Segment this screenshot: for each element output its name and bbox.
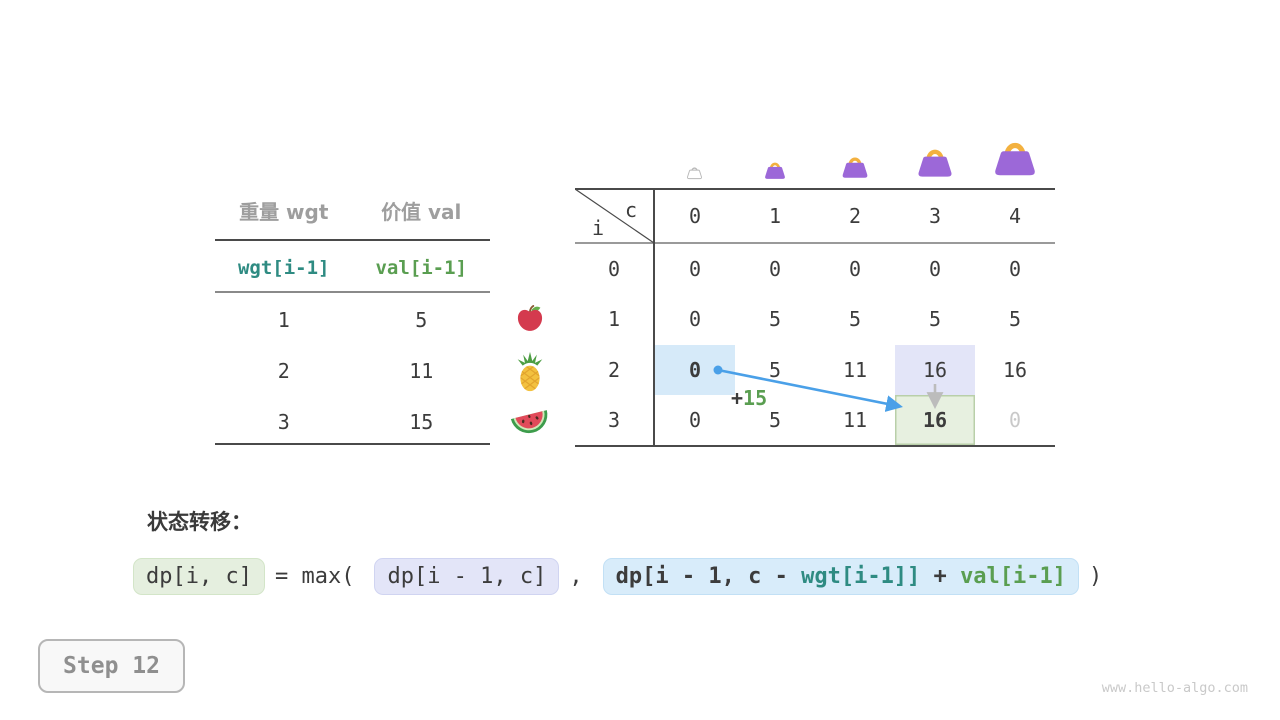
- col-header-3: 3: [928, 204, 942, 228]
- dp-bottom-rule: [575, 445, 1055, 447]
- item2-value: 11: [409, 359, 434, 383]
- take-option-prefix: dp[i - 1, c -: [615, 564, 802, 589]
- formula-comma: ,: [569, 564, 583, 589]
- dp-cell-r0-c1: 0: [768, 257, 782, 282]
- value-gain-annotation: +15: [731, 386, 767, 410]
- corner-diagonal-line: [575, 188, 655, 244]
- formula-close-paren: ): [1089, 564, 1103, 589]
- index-rule: [215, 291, 490, 293]
- transition-section-label: 状态转移：: [147, 510, 252, 534]
- val-index-label: val[i-1]: [375, 257, 467, 279]
- dp-cell-r2-c3-compare: 16: [895, 344, 975, 395]
- bag-icon-capacity-2: [840, 152, 870, 184]
- dp-cell-r1-c2: 5: [848, 307, 862, 332]
- item3-weight: 3: [277, 410, 290, 434]
- header-rule: [215, 239, 490, 241]
- dp-cell-r3-c2: 11: [842, 407, 868, 432]
- row-header-2: 2: [607, 357, 621, 382]
- dp-vertical-rule: [653, 188, 655, 447]
- capacity-variable-label: c: [625, 198, 638, 222]
- item2-weight: 2: [277, 359, 290, 383]
- item-table-index-row: wgt[i-1] val[i-1]: [215, 248, 490, 288]
- formula-take-option-chip: dp[i - 1, c - wgt[i-1]] + val[i-1]: [602, 558, 1080, 595]
- item3-value: 15: [409, 410, 434, 434]
- weight-column-header: 重量 wgt: [239, 199, 329, 224]
- bottom-rule: [215, 443, 490, 445]
- dp-cell-r3-c4-pending: 0: [1008, 407, 1022, 432]
- dp-cell-r3-c3-target: 16: [895, 394, 975, 445]
- take-option-val: val[i-1]: [960, 564, 1067, 589]
- col-header-1: 1: [768, 204, 782, 228]
- dp-cell-r3-c1: 5: [768, 407, 782, 432]
- dp-header-rule: [575, 242, 1055, 244]
- watermelon-icon: [508, 404, 552, 442]
- dp-cell-r1-c1: 5: [768, 307, 782, 332]
- item1-weight: 1: [277, 308, 290, 332]
- item-row-2: 2 11: [215, 353, 490, 389]
- dp-cell-r0-c0: 0: [688, 257, 702, 282]
- dp-row-headers: 0 1 2 3: [575, 244, 653, 445]
- dp-top-rule: [575, 188, 1055, 190]
- plus-sign: +: [731, 386, 744, 410]
- dp-cell-r1-c0: 0: [688, 307, 702, 332]
- pineapple-icon: [513, 351, 547, 393]
- dp-cell-r2-c0-source: 0: [655, 344, 735, 395]
- dp-cell-r1-c4: 5: [1008, 307, 1022, 332]
- col-header-0: 0: [688, 204, 702, 228]
- dp-cell-r1-c3: 5: [928, 307, 942, 332]
- value-column-header: 价值 val: [381, 199, 462, 224]
- watermark: www.hello-algo.com: [1101, 680, 1248, 696]
- bag-icon-capacity-3: [915, 142, 955, 184]
- dp-value-grid: 0 0 0 0 0 0 5 5 5 5 0 5 11 16 16 0 5 11 …: [655, 244, 1055, 445]
- item-table-header-row: 重量 wgt 价值 val: [215, 190, 490, 230]
- dp-cell-r3-c0: 0: [688, 407, 702, 432]
- dp-column-headers: 0 1 2 3 4: [655, 190, 1055, 242]
- step-badge: Step 12: [38, 639, 185, 693]
- col-header-2: 2: [848, 204, 862, 228]
- apple-icon: [515, 303, 545, 333]
- take-option-plus: +: [920, 564, 961, 589]
- dp-cell-r2-c2: 11: [842, 357, 868, 382]
- wgt-index-label: wgt[i-1]: [237, 257, 330, 279]
- bag-icon-capacity-1: [763, 158, 787, 185]
- gain-value: 15: [743, 386, 768, 410]
- transition-formula: dp[i, c] = max( dp[i - 1, c] , dp[i - 1,…: [133, 558, 1102, 595]
- formula-skip-option-chip: dp[i - 1, c]: [374, 558, 560, 595]
- dp-cell-r0-c2: 0: [848, 257, 862, 282]
- row-header-0: 0: [607, 257, 621, 282]
- item-variable-label: i: [592, 216, 605, 240]
- take-option-wgt: wgt[i-1]]: [801, 564, 921, 589]
- bag-icon-capacity-0-empty: [686, 164, 703, 184]
- weights-values-table: 重量 wgt 价值 val wgt[i-1] val[i-1] 1 5 2 11…: [215, 190, 490, 448]
- dp-cell-r2-c4: 16: [1002, 357, 1028, 382]
- formula-lhs-chip: dp[i, c]: [133, 558, 265, 595]
- item-row-1: 1 5: [215, 302, 490, 338]
- dp-cell-r0-c3: 0: [928, 257, 942, 282]
- item1-value: 5: [415, 308, 428, 332]
- bag-icon-capacity-4: [991, 134, 1039, 183]
- col-header-4: 4: [1008, 204, 1022, 228]
- formula-eq-max: = max(: [274, 564, 355, 589]
- item-row-3: 3 15: [215, 404, 490, 440]
- dp-cell-r0-c4: 0: [1008, 257, 1022, 282]
- row-header-1: 1: [607, 307, 621, 332]
- row-header-3: 3: [607, 407, 621, 432]
- dp-table: c i 0 1 2 3 4 0 1 2 3 0 0 0 0 0 0 5 5 5 …: [575, 188, 1055, 447]
